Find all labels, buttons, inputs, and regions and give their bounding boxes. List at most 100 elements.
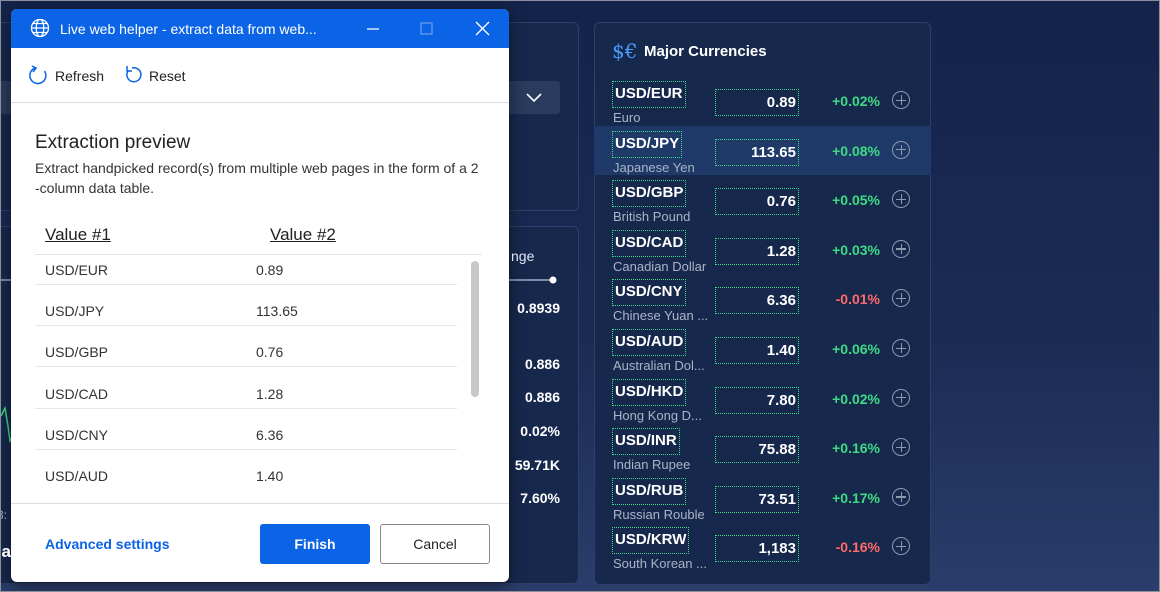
currency-value[interactable]: 113.65 — [715, 138, 799, 166]
add-button[interactable] — [892, 239, 910, 258]
edge-text: 3: — [1, 508, 8, 522]
currency-change: +0.17% — [832, 489, 880, 506]
divider — [11, 503, 509, 504]
column-header[interactable]: Value #1 — [45, 225, 111, 244]
cell: USD/CAD — [45, 385, 109, 402]
currency-change: +0.06% — [832, 341, 880, 357]
add-button[interactable] — [892, 537, 910, 556]
cell: 113.65 — [256, 303, 298, 320]
add-button[interactable] — [892, 487, 910, 506]
reset-button[interactable]: Reset — [149, 68, 186, 84]
currency-change: -0.16% — [835, 539, 880, 556]
plus-v — [900, 343, 902, 353]
cell: 0.76 — [256, 344, 284, 361]
row-divider — [35, 325, 457, 327]
currency-change: +0.05% — [832, 192, 880, 209]
currency-code[interactable]: USD/CNY — [612, 279, 686, 307]
cancel-button[interactable]: Cancel — [380, 524, 490, 564]
title-bar — [11, 9, 509, 48]
cell: 1.28 — [256, 385, 284, 402]
row-highlight — [594, 125, 931, 175]
row-divider — [35, 284, 457, 285]
currency-code[interactable]: USD/JPY — [612, 130, 683, 158]
value: 7.60% — [520, 490, 560, 506]
plus-v — [900, 442, 902, 453]
row-divider — [35, 448, 457, 450]
currency-code[interactable]: USD/AUD — [612, 329, 687, 356]
heading: Extraction preview — [35, 132, 191, 153]
dialog-title: Live web helper - extract data from web.… — [60, 21, 317, 37]
column-header[interactable]: Value #2 — [270, 225, 336, 244]
currency-code[interactable]: USD/KRW — [612, 527, 690, 555]
cell: 1.40 — [256, 468, 284, 484]
value: 0.02% — [520, 423, 560, 439]
cell: USD/GBP — [45, 344, 109, 361]
currency-name: Chinese Yuan ... — [613, 308, 709, 324]
add-button[interactable] — [892, 91, 910, 109]
currency-code[interactable]: USD/GBP — [612, 180, 687, 208]
currency-value[interactable]: 75.88 — [715, 436, 799, 464]
refresh-button[interactable]: Refresh — [55, 68, 105, 84]
currency-name: Indian Rupee — [613, 457, 691, 473]
currency-code[interactable]: USD/CAD — [612, 229, 687, 257]
currency-value[interactable]: 7.80 — [715, 386, 799, 414]
currency-code[interactable]: USD/RUB — [612, 477, 687, 505]
value: 0.886 — [524, 356, 560, 372]
currency-code[interactable]: USD/EUR — [612, 81, 686, 108]
row-divider — [35, 407, 457, 409]
currency-change: +0.02% — [832, 390, 880, 407]
cell: 0.89 — [256, 262, 284, 278]
plus-v — [900, 541, 902, 552]
panel-title: Major Currencies — [644, 43, 767, 60]
maximize — [420, 22, 433, 35]
refresh-icon — [29, 65, 47, 85]
add-button[interactable] — [892, 388, 910, 407]
currency-value[interactable]: 0.76 — [715, 188, 799, 216]
currency-change: -0.01% — [835, 291, 880, 308]
currency-value[interactable]: 1.40 — [715, 337, 799, 364]
cell: USD/CNY — [45, 426, 109, 443]
currency-name: Hong Kong D... — [613, 407, 702, 423]
scrollbar[interactable] — [471, 261, 479, 397]
currency-value[interactable]: 6.36 — [715, 287, 799, 315]
divider — [35, 254, 482, 255]
dialog: Live web helper - extract data from web.… — [11, 9, 509, 582]
currency-name: Russian Rouble — [613, 506, 705, 522]
close[interactable] — [475, 21, 490, 36]
currency-name: South Korean ... — [613, 556, 707, 572]
plus-v — [900, 144, 902, 155]
globe-icon — [30, 18, 50, 38]
currency-change: +0.08% — [832, 142, 880, 159]
finish-button[interactable]: Finish — [260, 524, 370, 564]
currency-icon: $€ — [612, 39, 638, 63]
plus-v — [900, 243, 902, 254]
currency-change: +0.03% — [832, 241, 880, 258]
add-button[interactable] — [892, 438, 910, 457]
plus-v — [900, 95, 902, 105]
value: 0.886 — [524, 389, 560, 405]
currency-value[interactable]: 0.89 — [715, 89, 799, 116]
currency-name: Euro — [613, 110, 641, 125]
currency-value[interactable]: 1.28 — [715, 237, 799, 265]
add-button[interactable] — [892, 289, 910, 308]
currency-code[interactable]: USD/INR — [612, 428, 680, 456]
add-button[interactable] — [892, 140, 910, 159]
add-button[interactable] — [892, 339, 910, 357]
currency-name: Australian Dol... — [613, 358, 705, 373]
currency-code[interactable]: USD/HKD — [612, 378, 687, 406]
window-controls — [367, 21, 490, 36]
cell: USD/JPY — [45, 303, 105, 320]
label: nge — [511, 248, 535, 264]
currency-name: Canadian Dollar — [613, 258, 707, 274]
currency-value[interactable]: 1,183 — [715, 535, 799, 563]
divider — [11, 102, 509, 103]
advanced-settings-link[interactable]: Advanced settings — [45, 536, 170, 552]
add-button[interactable] — [892, 190, 910, 209]
currency-value[interactable]: 73.51 — [715, 485, 799, 513]
currency-change: +0.02% — [832, 93, 880, 109]
plus-v — [900, 392, 902, 403]
plus-v — [900, 293, 902, 304]
reset-icon — [126, 66, 142, 83]
plus-v — [900, 194, 902, 205]
